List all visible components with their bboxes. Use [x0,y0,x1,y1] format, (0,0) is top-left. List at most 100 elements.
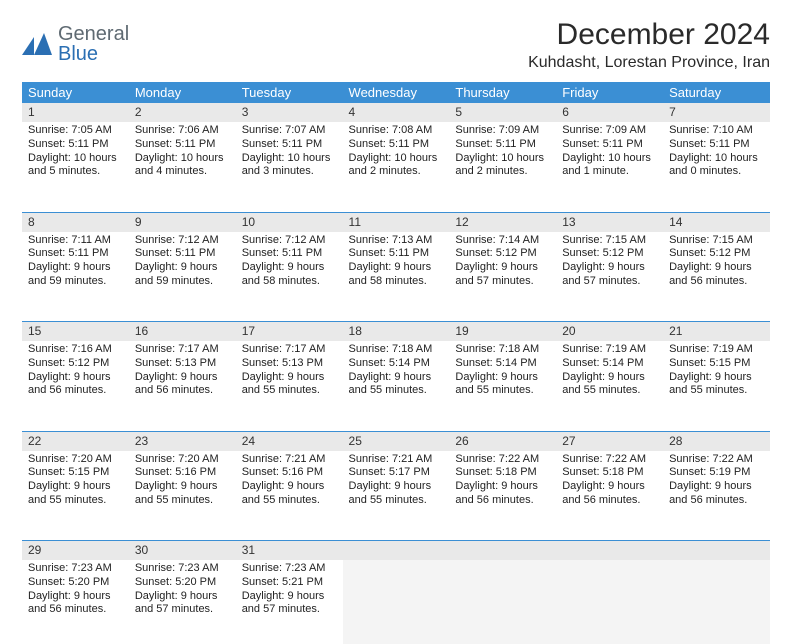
weekday-header: Wednesday [343,82,450,103]
day-cell [343,560,450,644]
sunset-text: Sunset: 5:13 PM [135,357,230,371]
daynum-row: 293031 [22,541,770,561]
header: General Blue December 2024 Kuhdasht, Lor… [22,18,770,76]
day-number-cell [449,541,556,561]
day-cell: Sunrise: 7:23 AMSunset: 5:20 PMDaylight:… [129,560,236,644]
day-number-cell: 1 [22,103,129,122]
day-cell: Sunrise: 7:20 AMSunset: 5:16 PMDaylight:… [129,451,236,535]
daylight-text: Daylight: 9 hours and 56 minutes. [28,371,123,399]
day-cell: Sunrise: 7:22 AMSunset: 5:18 PMDaylight:… [449,451,556,535]
day-cell: Sunrise: 7:18 AMSunset: 5:14 PMDaylight:… [343,341,450,425]
sunset-text: Sunset: 5:13 PM [242,357,337,371]
day-cell: Sunrise: 7:05 AMSunset: 5:11 PMDaylight:… [22,122,129,206]
sunset-text: Sunset: 5:15 PM [669,357,764,371]
day-cell [449,560,556,644]
day-number-cell: 6 [556,103,663,122]
daylight-text: Daylight: 9 hours and 55 minutes. [242,480,337,508]
daylight-text: Daylight: 9 hours and 57 minutes. [242,590,337,618]
sunrise-text: Sunrise: 7:09 AM [455,124,550,138]
sunrise-text: Sunrise: 7:05 AM [28,124,123,138]
day-cell: Sunrise: 7:22 AMSunset: 5:19 PMDaylight:… [663,451,770,535]
sunrise-text: Sunrise: 7:09 AM [562,124,657,138]
day-number-cell [556,541,663,561]
logo-mark-icon [22,33,52,55]
sunset-text: Sunset: 5:11 PM [135,247,230,261]
day-number-cell: 3 [236,103,343,122]
sunrise-text: Sunrise: 7:13 AM [349,234,444,248]
day-cell: Sunrise: 7:23 AMSunset: 5:21 PMDaylight:… [236,560,343,644]
sunset-text: Sunset: 5:11 PM [349,138,444,152]
daylight-text: Daylight: 9 hours and 57 minutes. [455,261,550,289]
day-number-cell: 24 [236,431,343,451]
sunset-text: Sunset: 5:14 PM [455,357,550,371]
brand-logo: General Blue [22,24,129,64]
day-body-row: Sunrise: 7:05 AMSunset: 5:11 PMDaylight:… [22,122,770,206]
daynum-row: 15161718192021 [22,322,770,342]
sunset-text: Sunset: 5:19 PM [669,466,764,480]
daynum-row: 22232425262728 [22,431,770,451]
daylight-text: Daylight: 9 hours and 56 minutes. [455,480,550,508]
calendar-table: Sunday Monday Tuesday Wednesday Thursday… [22,82,770,644]
daylight-text: Daylight: 9 hours and 56 minutes. [28,590,123,618]
day-number-cell: 8 [22,212,129,232]
brand-word1: General [58,23,129,45]
day-cell: Sunrise: 7:17 AMSunset: 5:13 PMDaylight:… [236,341,343,425]
sunset-text: Sunset: 5:12 PM [669,247,764,261]
day-number-cell: 13 [556,212,663,232]
day-number-cell: 15 [22,322,129,342]
daynum-row: 1234567 [22,103,770,122]
daylight-text: Daylight: 9 hours and 59 minutes. [28,261,123,289]
weekday-header: Thursday [449,82,556,103]
daylight-text: Daylight: 10 hours and 2 minutes. [455,152,550,180]
sunset-text: Sunset: 5:20 PM [135,576,230,590]
sunset-text: Sunset: 5:17 PM [349,466,444,480]
day-number-cell: 7 [663,103,770,122]
day-number-cell: 22 [22,431,129,451]
weekday-header-row: Sunday Monday Tuesday Wednesday Thursday… [22,82,770,103]
day-number-cell: 2 [129,103,236,122]
sunrise-text: Sunrise: 7:18 AM [455,343,550,357]
daylight-text: Daylight: 9 hours and 55 minutes. [242,371,337,399]
sunrise-text: Sunrise: 7:15 AM [669,234,764,248]
day-cell: Sunrise: 7:19 AMSunset: 5:15 PMDaylight:… [663,341,770,425]
daylight-text: Daylight: 9 hours and 56 minutes. [669,480,764,508]
daylight-text: Daylight: 9 hours and 55 minutes. [349,480,444,508]
daynum-row: 891011121314 [22,212,770,232]
calendar-page: General Blue December 2024 Kuhdasht, Lor… [0,0,792,644]
weekday-header: Sunday [22,82,129,103]
sunset-text: Sunset: 5:12 PM [455,247,550,261]
daylight-text: Daylight: 9 hours and 55 minutes. [349,371,444,399]
sunrise-text: Sunrise: 7:16 AM [28,343,123,357]
day-number-cell: 26 [449,431,556,451]
daylight-text: Daylight: 9 hours and 55 minutes. [28,480,123,508]
day-number-cell: 28 [663,431,770,451]
sunset-text: Sunset: 5:12 PM [28,357,123,371]
day-number-cell: 10 [236,212,343,232]
sunset-text: Sunset: 5:11 PM [562,138,657,152]
day-number-cell [663,541,770,561]
day-cell: Sunrise: 7:15 AMSunset: 5:12 PMDaylight:… [556,232,663,316]
daylight-text: Daylight: 9 hours and 57 minutes. [135,590,230,618]
day-number-cell: 27 [556,431,663,451]
sunset-text: Sunset: 5:11 PM [349,247,444,261]
daylight-text: Daylight: 9 hours and 58 minutes. [242,261,337,289]
sunset-text: Sunset: 5:11 PM [28,138,123,152]
daylight-text: Daylight: 10 hours and 0 minutes. [669,152,764,180]
sunrise-text: Sunrise: 7:19 AM [669,343,764,357]
brand-text: General Blue [58,24,129,64]
day-cell: Sunrise: 7:19 AMSunset: 5:14 PMDaylight:… [556,341,663,425]
sunset-text: Sunset: 5:11 PM [242,247,337,261]
sunrise-text: Sunrise: 7:19 AM [562,343,657,357]
day-cell: Sunrise: 7:09 AMSunset: 5:11 PMDaylight:… [556,122,663,206]
sunrise-text: Sunrise: 7:17 AM [135,343,230,357]
day-cell: Sunrise: 7:18 AMSunset: 5:14 PMDaylight:… [449,341,556,425]
day-number-cell: 31 [236,541,343,561]
day-cell: Sunrise: 7:08 AMSunset: 5:11 PMDaylight:… [343,122,450,206]
title-block: December 2024 Kuhdasht, Lorestan Provinc… [528,18,770,76]
brand-word2: Blue [58,43,98,65]
day-body-row: Sunrise: 7:16 AMSunset: 5:12 PMDaylight:… [22,341,770,425]
sunrise-text: Sunrise: 7:18 AM [349,343,444,357]
daylight-text: Daylight: 9 hours and 55 minutes. [455,371,550,399]
daylight-text: Daylight: 10 hours and 2 minutes. [349,152,444,180]
sunset-text: Sunset: 5:14 PM [349,357,444,371]
